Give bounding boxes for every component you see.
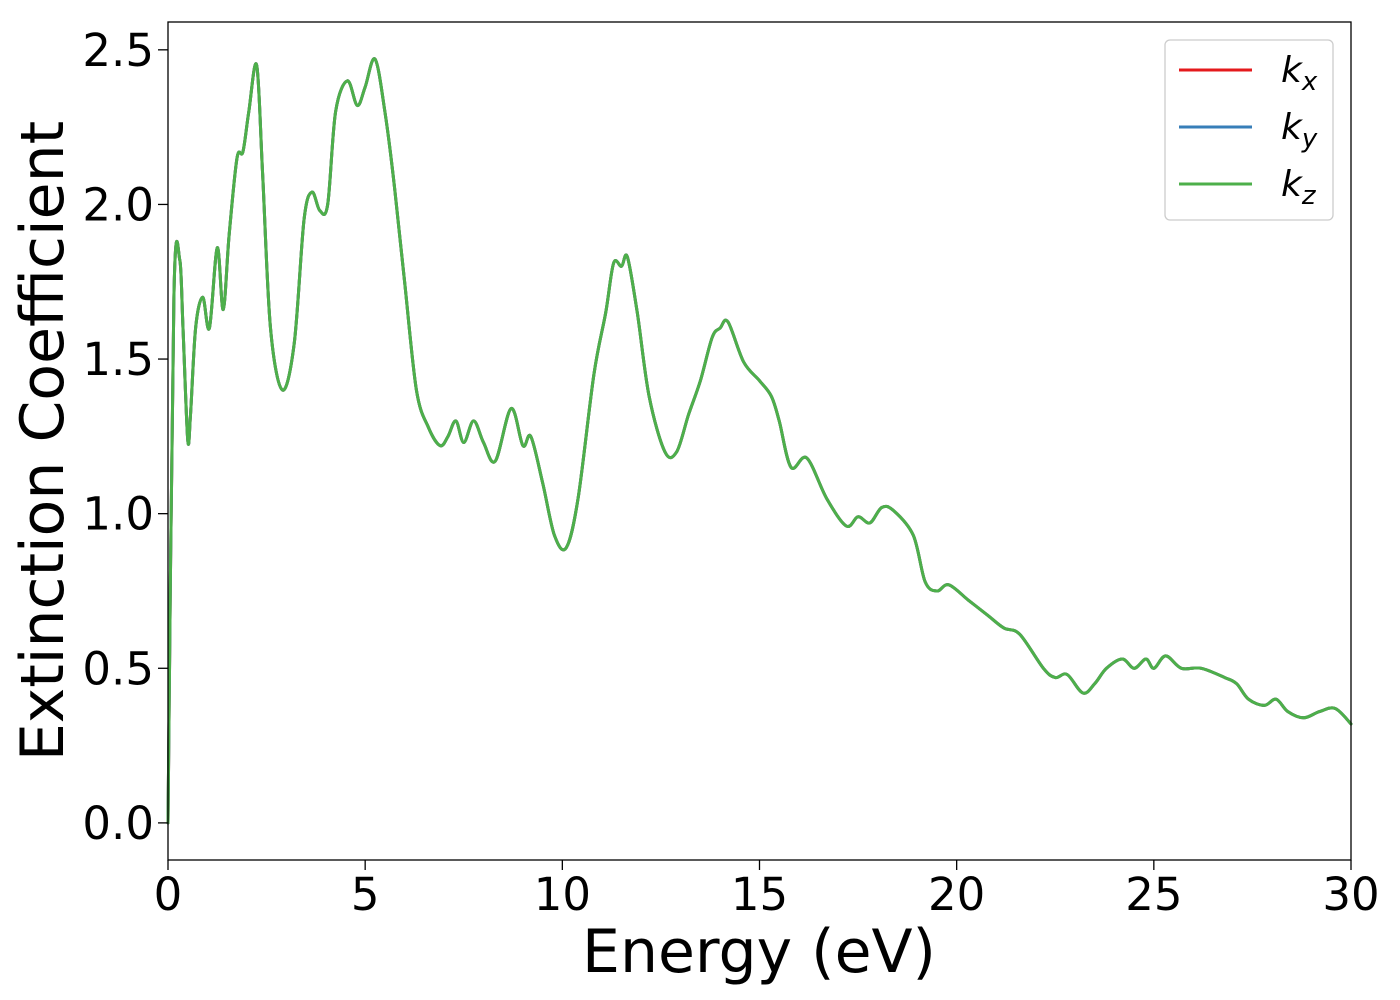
y-tick-label: 1.5	[82, 333, 154, 386]
plot-background	[168, 22, 1351, 860]
x-tick-label: 25	[1125, 868, 1182, 921]
legend-label-kz: kz	[1281, 164, 1317, 211]
y-tick-label: 2.0	[82, 178, 154, 231]
x-tick-label: 15	[731, 868, 788, 921]
legend-label-kx: kx	[1281, 50, 1318, 97]
series-layer	[166, 57, 1353, 825]
y-axis-label: Extinction Coefficient	[8, 121, 78, 761]
y-tick-label: 1.0	[82, 488, 154, 541]
x-tick-label: 10	[534, 868, 591, 921]
y-axis: 0.0 0.5 1.0 1.5 2.0 2.5	[82, 24, 168, 850]
legend-label-ky: ky	[1281, 107, 1318, 154]
series-line-kz	[166, 57, 1353, 825]
legend-box	[1164, 39, 1334, 221]
x-tick-label: 30	[1322, 868, 1379, 921]
x-tick-label: 5	[351, 868, 380, 921]
x-tick-label: 0	[154, 868, 183, 921]
y-tick-label: 0.5	[82, 642, 154, 695]
y-tick-label: 2.5	[82, 24, 154, 77]
x-axis: 0 5 10 15 20 25 30	[154, 860, 1380, 921]
x-tick-label: 20	[928, 868, 985, 921]
legend: kx ky kz	[1164, 39, 1334, 221]
y-tick-label: 0.0	[82, 797, 154, 850]
x-axis-label: Energy (eV)	[582, 917, 936, 987]
